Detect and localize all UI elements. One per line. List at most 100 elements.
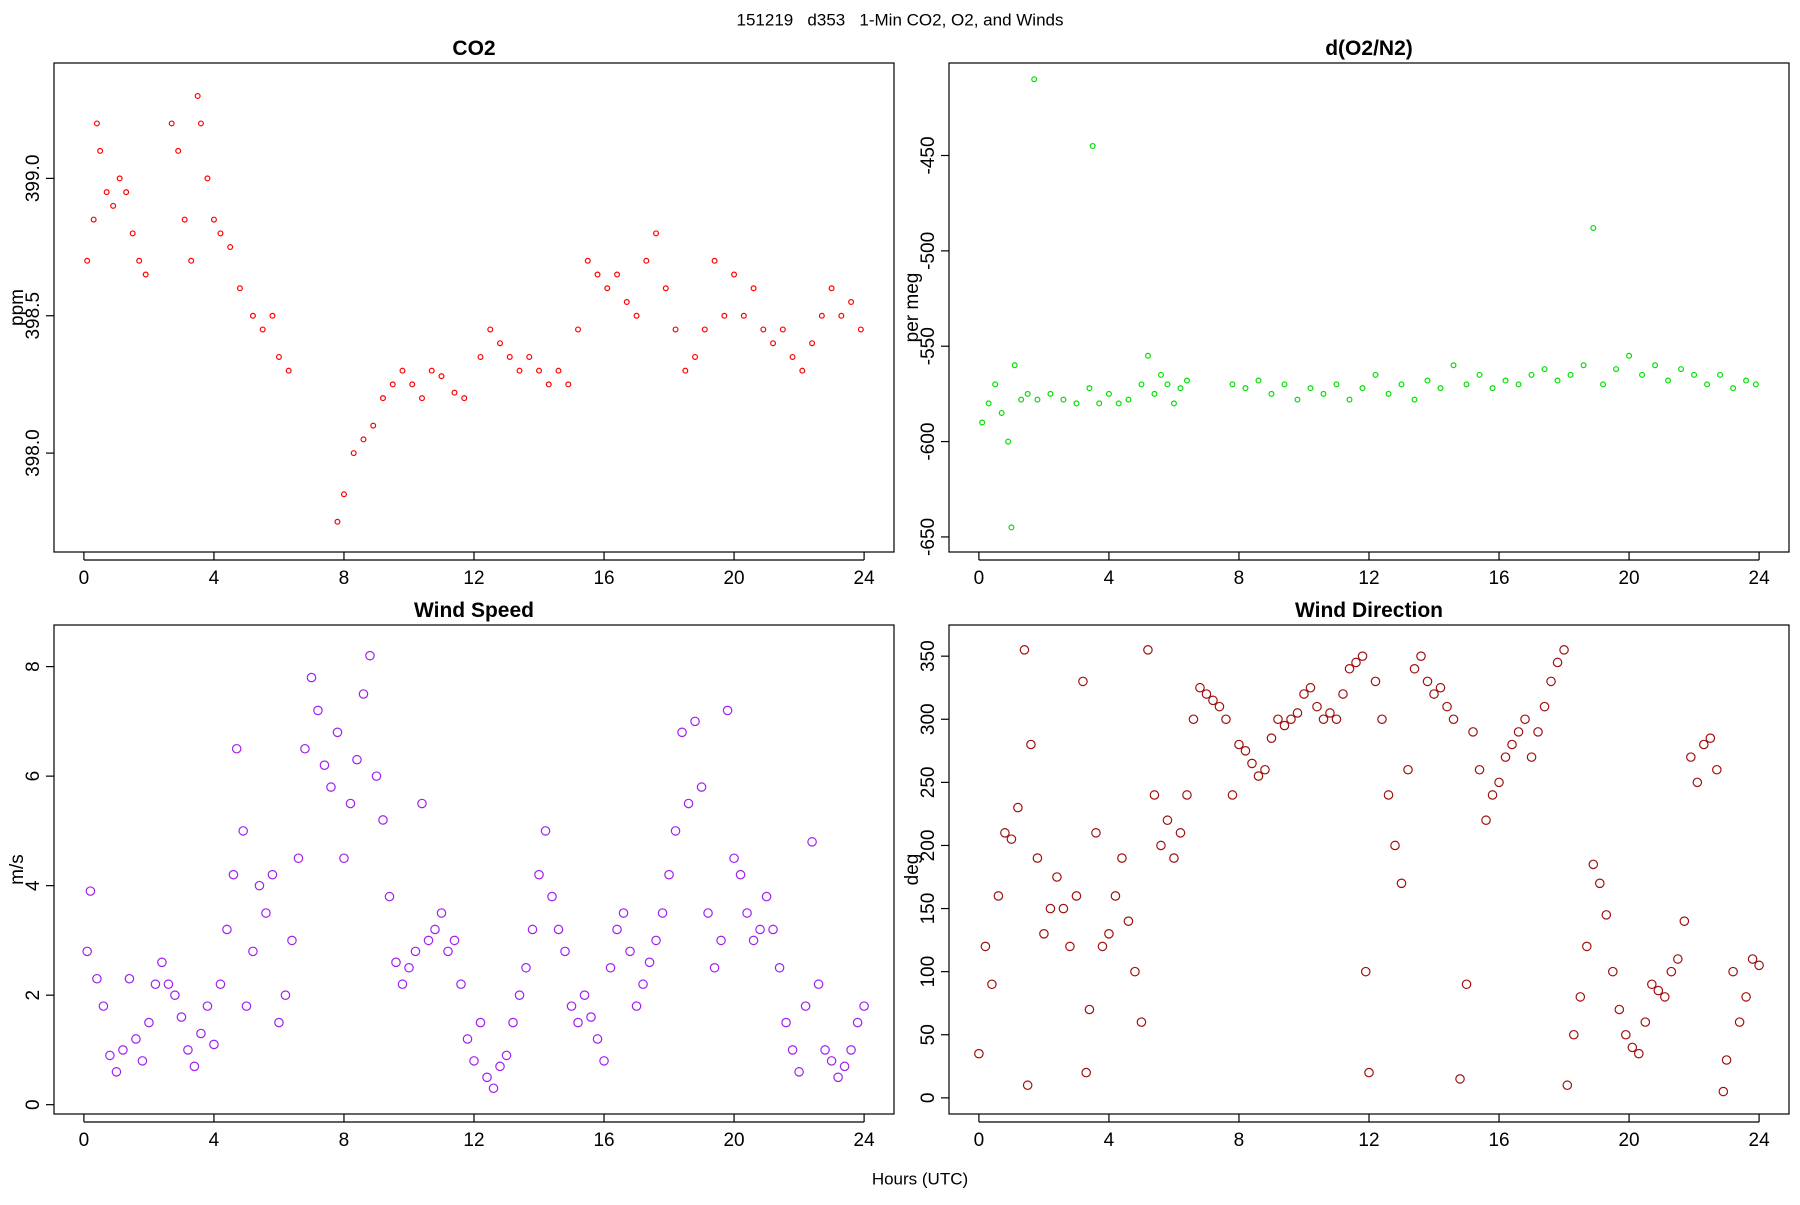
x-tick-label: 20 xyxy=(1618,568,1639,589)
data-point xyxy=(799,367,806,374)
data-point xyxy=(313,705,323,716)
x-tick-label: 12 xyxy=(463,1130,484,1151)
panel: CO2 ppm 0 4 8 12 16 20 24 398.0 398.5 399.0 xyxy=(7,37,895,589)
data-point xyxy=(1346,396,1353,403)
data-point xyxy=(300,743,310,754)
data-point xyxy=(631,1001,642,1011)
data-point xyxy=(1575,992,1586,1002)
x-tick-label: 12 xyxy=(1358,1130,1379,1151)
data-point xyxy=(1307,385,1314,392)
y-tick-label: 300 xyxy=(918,703,939,735)
data-point xyxy=(1151,390,1158,397)
data-point xyxy=(545,381,552,388)
data-point xyxy=(980,941,991,952)
data-point xyxy=(623,299,630,306)
data-point xyxy=(202,1001,213,1011)
data-point xyxy=(516,367,523,374)
y-tick-label: 250 xyxy=(918,767,939,799)
data-point xyxy=(1071,891,1082,901)
data-point xyxy=(1325,708,1335,718)
data-point xyxy=(826,1056,837,1066)
data-point xyxy=(1229,381,1236,388)
data-point xyxy=(547,891,557,902)
data-point xyxy=(682,367,689,374)
data-point xyxy=(742,908,752,918)
data-point xyxy=(371,771,382,781)
data-point xyxy=(508,1017,518,1028)
data-point xyxy=(176,1012,187,1022)
data-point xyxy=(1344,663,1355,674)
data-point xyxy=(755,924,765,935)
x-tick-label: 20 xyxy=(1618,1130,1639,1151)
data-point xyxy=(787,1045,798,1055)
data-point xyxy=(1125,396,1132,403)
data-point xyxy=(436,908,447,918)
x-tick-label: 8 xyxy=(339,568,350,589)
y-tick-label: -500 xyxy=(918,232,939,270)
y-tick-label: 399.0 xyxy=(23,155,44,203)
data-point xyxy=(1188,714,1199,725)
data-point xyxy=(1268,390,1275,397)
y-tick-label: 100 xyxy=(918,956,939,988)
data-point xyxy=(131,1034,141,1044)
data-point xyxy=(833,1072,843,1083)
data-point xyxy=(1333,381,1340,388)
data-point xyxy=(110,202,117,209)
data-point xyxy=(1149,790,1160,800)
x-tick-label: 4 xyxy=(209,1130,220,1151)
data-point xyxy=(993,891,1004,901)
data-point xyxy=(740,312,747,319)
data-point xyxy=(1305,682,1316,693)
x-tick-label: 0 xyxy=(974,1130,985,1151)
data-point xyxy=(339,853,349,864)
data-point xyxy=(438,373,445,380)
data-point xyxy=(1372,371,1379,378)
data-point xyxy=(1130,966,1140,977)
data-point xyxy=(1117,853,1127,863)
y-tick-label: 50 xyxy=(918,1024,939,1045)
data-point xyxy=(1357,651,1368,661)
data-point xyxy=(1364,1067,1374,1078)
data-point xyxy=(189,1061,200,1072)
data-point xyxy=(1058,903,1069,914)
x-axis-label: Hours (UTC) xyxy=(872,1169,968,1188)
data-point xyxy=(1678,366,1685,373)
data-point xyxy=(144,1017,154,1028)
data-point xyxy=(417,798,427,809)
data-point xyxy=(555,367,562,374)
y-tick-label: 398.5 xyxy=(23,292,44,340)
data-point xyxy=(98,1001,109,1011)
data-point xyxy=(222,924,232,935)
data-point xyxy=(586,1012,596,1022)
data-point xyxy=(423,935,434,946)
data-point xyxy=(280,990,291,1000)
x-tick-label: 4 xyxy=(1104,568,1115,589)
data-point xyxy=(566,1001,577,1011)
data-point xyxy=(506,353,513,360)
data-point xyxy=(1018,396,1025,403)
data-point xyxy=(1359,385,1366,392)
data-point xyxy=(1221,714,1231,725)
data-point xyxy=(1255,377,1262,384)
data-point xyxy=(249,312,256,319)
data-point xyxy=(1679,916,1690,926)
y-tick-label: 2 xyxy=(23,990,44,1001)
data-point xyxy=(692,353,699,360)
data-point xyxy=(293,853,304,864)
data-point xyxy=(461,395,468,402)
x-tick-label: 16 xyxy=(593,568,614,589)
data-point xyxy=(1156,840,1166,851)
data-point xyxy=(238,826,248,836)
data-point xyxy=(469,1056,479,1066)
data-point xyxy=(84,257,91,264)
data-point xyxy=(1331,714,1342,725)
data-point xyxy=(703,908,713,918)
y-tick-label: 8 xyxy=(23,661,44,672)
data-point xyxy=(360,436,367,443)
data-point xyxy=(1242,385,1249,392)
data-point xyxy=(1692,777,1703,788)
x-tick-label: 16 xyxy=(1488,1130,1509,1151)
data-point xyxy=(267,869,278,880)
data-point xyxy=(1047,390,1054,397)
data-point xyxy=(690,716,700,727)
